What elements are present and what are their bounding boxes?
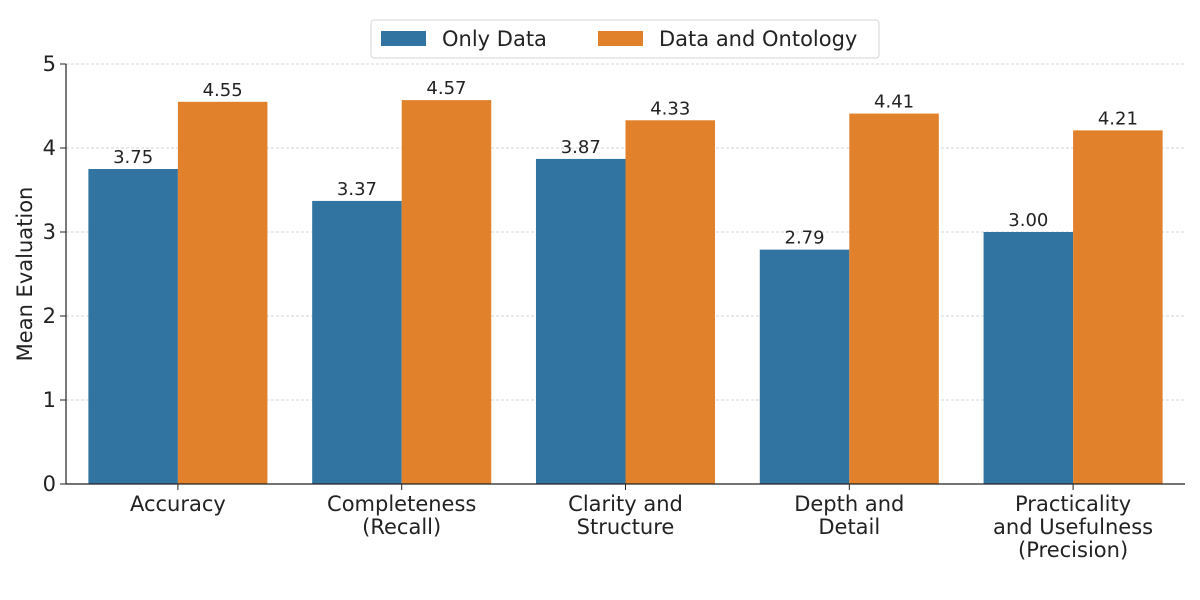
- x-tick-label: Completeness (Recall): [327, 492, 476, 539]
- x-tick-label-line: Depth and: [794, 492, 904, 516]
- value-labels: 3.75 4.55 3.37 4.57 3.87 4.33 2.79 4.41 3.00 4.21: [113, 78, 1138, 249]
- y-tick-label: 5: [43, 52, 56, 76]
- data-label: 3.00: [1008, 210, 1048, 231]
- bar: [1073, 130, 1163, 485]
- y-axis-label: Mean Evaluation: [13, 187, 37, 362]
- data-label: 4.57: [426, 78, 466, 99]
- x-category-labels: Accuracy Completeness (Recall) Clarity and S…: [130, 484, 1153, 562]
- x-tick-label-line: Structure: [577, 515, 675, 539]
- bar: [88, 169, 178, 484]
- x-tick-label-line: Detail: [818, 515, 880, 539]
- x-tick-label-line: Completeness: [327, 492, 476, 516]
- data-label: 4.55: [203, 80, 243, 101]
- x-tick-label-line: and Usefulness: [993, 515, 1153, 539]
- y-tick-label: 0: [43, 472, 56, 496]
- legend: Only Data Data and Ontology: [370, 19, 880, 59]
- data-label: 4.41: [874, 92, 914, 113]
- bar: [177, 101, 268, 485]
- data-label: 4.21: [1098, 108, 1138, 129]
- x-tick-label-line: (Recall): [362, 515, 441, 539]
- legend-swatch: [381, 31, 426, 46]
- y-ticks: 0 1 2 3 4 5: [43, 52, 66, 496]
- bar: [759, 249, 850, 484]
- y-tick-label: 3: [43, 220, 56, 244]
- x-tick-label-line: Clarity and: [568, 492, 683, 516]
- bar: [625, 120, 716, 484]
- bar: [983, 232, 1074, 484]
- legend-label: Data and Ontology: [659, 27, 857, 51]
- bar: [849, 113, 939, 484]
- bar: [312, 200, 402, 485]
- bar: [535, 158, 626, 485]
- data-label: 2.79: [785, 228, 825, 249]
- y-tick-label: 4: [43, 136, 56, 160]
- data-label: 3.37: [337, 179, 377, 200]
- y-tick-label: 2: [43, 304, 56, 328]
- legend-label: Only Data: [442, 27, 547, 51]
- x-tick-label: Clarity and Structure: [568, 492, 683, 539]
- y-tick-label: 1: [43, 388, 56, 412]
- x-tick-label: Practicality and Usefulness (Precision): [993, 492, 1153, 562]
- data-label: 4.33: [650, 98, 690, 119]
- data-label: 3.75: [113, 147, 153, 168]
- x-tick-label-line: Accuracy: [130, 492, 226, 516]
- legend-swatch: [598, 31, 643, 46]
- data-label: 3.87: [561, 137, 601, 158]
- x-tick-label: Depth and Detail: [794, 492, 904, 539]
- bars: [88, 100, 1163, 485]
- x-tick-label: Accuracy: [130, 492, 226, 516]
- bar: [401, 100, 492, 485]
- x-tick-label-line: (Precision): [1018, 538, 1128, 562]
- x-tick-label-line: Practicality: [1015, 492, 1131, 516]
